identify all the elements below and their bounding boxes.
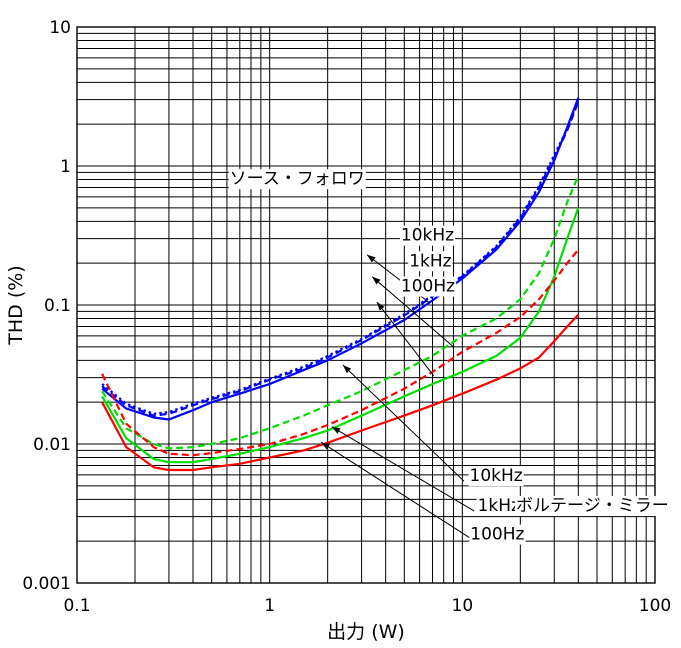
x-tick-label: 10 [452,596,474,616]
y-tick-label: 1 [60,157,71,177]
arrow-head [331,426,341,434]
annotation-background [408,251,453,272]
plot-frame [76,26,656,584]
annotation-background [468,466,524,487]
series-group [101,97,580,472]
series-line-4 [101,175,580,450]
annotation-arrow [342,364,465,482]
annotations-group: ソース・フォロワ10kHz1kHz100Hz10kHz1kHzボルテージ・ミラー… [228,169,670,545]
annotation-background [228,169,366,190]
y-tick-label: 0.001 [22,574,71,594]
annotation-arrow [331,426,475,512]
annotation-background [476,495,522,516]
annotation-label: ソース・フォロワ [230,169,365,189]
y-tick-label: 10 [49,18,71,38]
arrow-head [342,365,352,374]
annotation-arrow [376,301,435,377]
annotation-background [469,524,526,545]
annotation-label: 100Hz [401,277,455,297]
annotation-background [399,276,457,297]
annotation-arrow [320,441,471,539]
y-tick-label: 0.1 [44,296,71,316]
y-axis-label: THD (%) [5,265,27,345]
annotation-label: 1kHz [409,251,451,271]
x-tick-label: 1 [264,596,275,616]
annotation-label: 10kHz [401,226,454,246]
series-line-1 [101,101,580,417]
x-tick-label: 0.1 [63,596,90,616]
annotation-label: 10kHz [470,466,523,486]
annotation-label: 1kHz [478,496,520,516]
x-axis-label: 出力 (W) [327,621,405,643]
y-tick-labels: 0.001 0.01 0.1 1 10 [22,18,71,594]
arrow-head [376,302,385,311]
series-line-6 [101,249,580,457]
annotation-background [515,495,670,516]
arrows-group [320,254,475,539]
series-line-7 [101,314,580,472]
x-tick-label: 100 [639,596,671,616]
annotation-arrow [371,276,454,348]
series-line-3 [101,99,580,415]
arrow-head [372,276,381,285]
x-tick-labels: 0.1 1 10 100 [63,596,671,616]
y-tick-label: 0.01 [33,435,71,455]
annotation-background [399,225,456,246]
series-line-2 [101,97,580,421]
arrow-head [366,254,376,263]
arrow-head [321,442,330,450]
annotation-label: ボルテージ・ミラー [516,496,669,516]
annotation-label: 100Hz [470,525,524,545]
series-line-5 [101,207,580,464]
